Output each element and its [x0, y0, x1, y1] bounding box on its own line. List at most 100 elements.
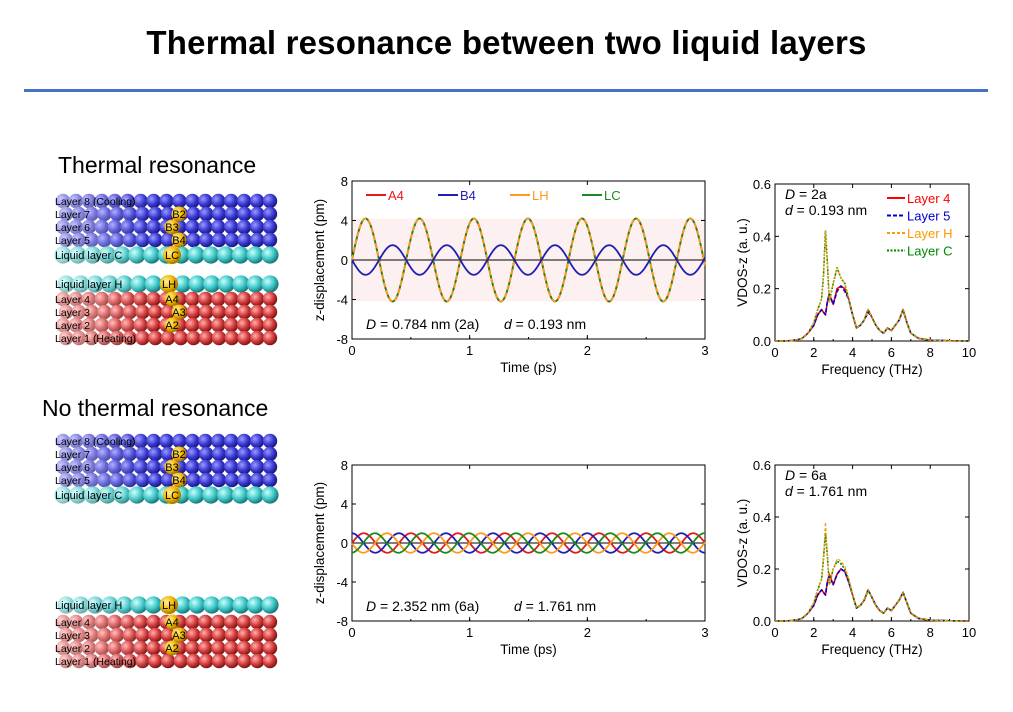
series-line-b4	[351, 244, 706, 276]
series-line-layer-5	[775, 568, 970, 622]
tracked-atom-a3	[171, 627, 187, 643]
y-tick-label: -4	[336, 293, 348, 308]
tracked-atom-b2	[171, 446, 187, 462]
layer-label: Layer 5	[55, 475, 90, 487]
tracked-atom-label: B4	[172, 475, 185, 487]
y-tick-label: 0.6	[753, 177, 771, 192]
x-tick-label: 0	[771, 625, 778, 640]
annotation-d: d = 1.761 nm	[785, 483, 867, 499]
legend-label: A4	[388, 188, 404, 203]
annotation-d: d = 0.193 nm	[785, 202, 867, 218]
tracked-atom-label: A2	[165, 320, 178, 332]
x-tick-label: 8	[927, 345, 934, 360]
legend-label: Layer 4	[907, 191, 950, 206]
x-tick-label: 2	[810, 625, 817, 640]
annotation-D: D = 2a	[785, 186, 827, 202]
layer-label: Layer 8 (Cooling)	[55, 196, 136, 208]
layer-label: Layer 1 (Heating)	[55, 656, 136, 668]
y-axis-label: VDOS-z (a. u.)	[735, 218, 750, 307]
layer-label: Layer 4	[55, 617, 90, 629]
x-tick-label: 0	[348, 625, 355, 640]
layer-label: Layer 6	[55, 222, 90, 234]
layer-label: Layer 2	[55, 320, 90, 332]
layer-label: Layer 8 (Cooling)	[55, 436, 136, 448]
x-tick-label: 2	[810, 345, 817, 360]
y-tick-label: 0	[341, 253, 348, 268]
layer-label: Layer 3	[55, 630, 90, 642]
tracked-atom-a2	[164, 317, 180, 333]
y-tick-label: 4	[341, 214, 348, 229]
tracked-atom-label: B4	[172, 235, 185, 247]
x-tick-label: 1	[466, 625, 473, 640]
x-tick-label: 4	[849, 345, 856, 360]
tracked-atom-label: A4	[165, 617, 178, 629]
tracked-atom-lc	[163, 486, 181, 504]
legend-label: LH	[532, 188, 549, 203]
layer-label: Layer 2	[55, 643, 90, 655]
vdos-plot-no-resonance: 0 2 4 6 8 10 0.0 0.2 0.4 0.6 Frequency (THz) VDOS-z…	[735, 458, 976, 657]
annotation-D: D = 6a	[785, 467, 827, 483]
y-tick-label: 0.6	[753, 458, 771, 473]
tracked-atom-label: B3	[165, 462, 178, 474]
tracked-atom-lc	[163, 246, 181, 264]
fade-overlay	[52, 191, 272, 348]
tracked-atom-a4	[164, 614, 180, 630]
x-tick-label: 1	[466, 343, 473, 358]
time-plot-resonance: 0 1 2 3 -8 -4 0 4 8 Time (ps) z-displacement (pm) A…	[312, 174, 709, 375]
series-line-lh	[351, 532, 706, 554]
layer-label: Layer 5	[55, 235, 90, 247]
series-line-layer-4	[775, 285, 970, 342]
annotation-D: D = 0.784 nm (2a)	[366, 316, 479, 332]
legend-label: Layer H	[907, 226, 953, 241]
y-tick-label: -8	[336, 614, 348, 629]
tracked-atom-label: A4	[165, 294, 178, 306]
x-tick-label: 6	[888, 345, 895, 360]
layer-label: Liquid layer C	[55, 250, 122, 262]
section-label-no-resonance: No thermal resonance	[42, 395, 269, 421]
vdos-plot-resonance: 0 2 4 6 8 10 0.0 0.2 0.4 0.6 Frequency (THz) VDOS-z…	[735, 177, 976, 377]
time-plot-no-resonance: 0 1 2 3 -8 -4 0 4 8 Time (ps) z-displacement (pm) D…	[312, 458, 709, 657]
tracked-atom-lh	[160, 596, 178, 614]
tracked-atom-label: A2	[165, 643, 178, 655]
tracked-atom-a3	[171, 304, 187, 320]
y-tick-label: 0.2	[753, 282, 771, 297]
y-tick-label: 8	[341, 458, 348, 473]
x-axis-label: Frequency (THz)	[821, 362, 922, 377]
series-line-layer-h	[775, 230, 970, 342]
y-axis-label: VDOS-z (a. u.)	[735, 499, 750, 588]
x-tick-label: 6	[888, 625, 895, 640]
annotation-D: D = 2.352 nm (6a)	[366, 598, 479, 614]
tracked-atom-b4	[171, 472, 187, 488]
legend-label: LC	[604, 188, 621, 203]
y-axis-label: z-displacement (pm)	[312, 199, 327, 321]
layer-label: Layer 1 (Heating)	[55, 333, 136, 345]
y-tick-label: -4	[336, 575, 348, 590]
tracked-atom-a4	[164, 291, 180, 307]
tracked-atom-label: A3	[172, 630, 185, 642]
y-tick-label: 8	[341, 174, 348, 189]
tracked-atom-label: B2	[172, 449, 185, 461]
slide-title: Thermal resonance between two liquid lay…	[146, 24, 867, 61]
x-tick-label: 3	[701, 343, 708, 358]
x-tick-label: 10	[962, 345, 976, 360]
series-line-layer-4	[775, 568, 970, 622]
series-line-layer-c	[775, 531, 970, 622]
layer-label: Layer 7	[55, 449, 90, 461]
y-tick-label: 4	[341, 497, 348, 512]
x-axis-label: Frequency (THz)	[821, 642, 922, 657]
x-tick-label: 10	[962, 625, 976, 640]
tracked-atom-label: A3	[172, 307, 185, 319]
series-line-layer-h	[775, 521, 970, 622]
title-rule	[24, 89, 988, 92]
layer-label: Layer 4	[55, 294, 90, 306]
x-tick-label: 2	[584, 343, 591, 358]
y-tick-label: 0.2	[753, 562, 771, 577]
x-tick-label: 3	[701, 625, 708, 640]
tracked-atom-b3	[164, 219, 180, 235]
layer-label: Liquid layer H	[55, 600, 122, 612]
section-label-resonance: Thermal resonance	[58, 152, 257, 178]
legend-label: Layer C	[907, 244, 953, 259]
legend-label: B4	[460, 188, 476, 203]
x-tick-label: 0	[348, 343, 355, 358]
